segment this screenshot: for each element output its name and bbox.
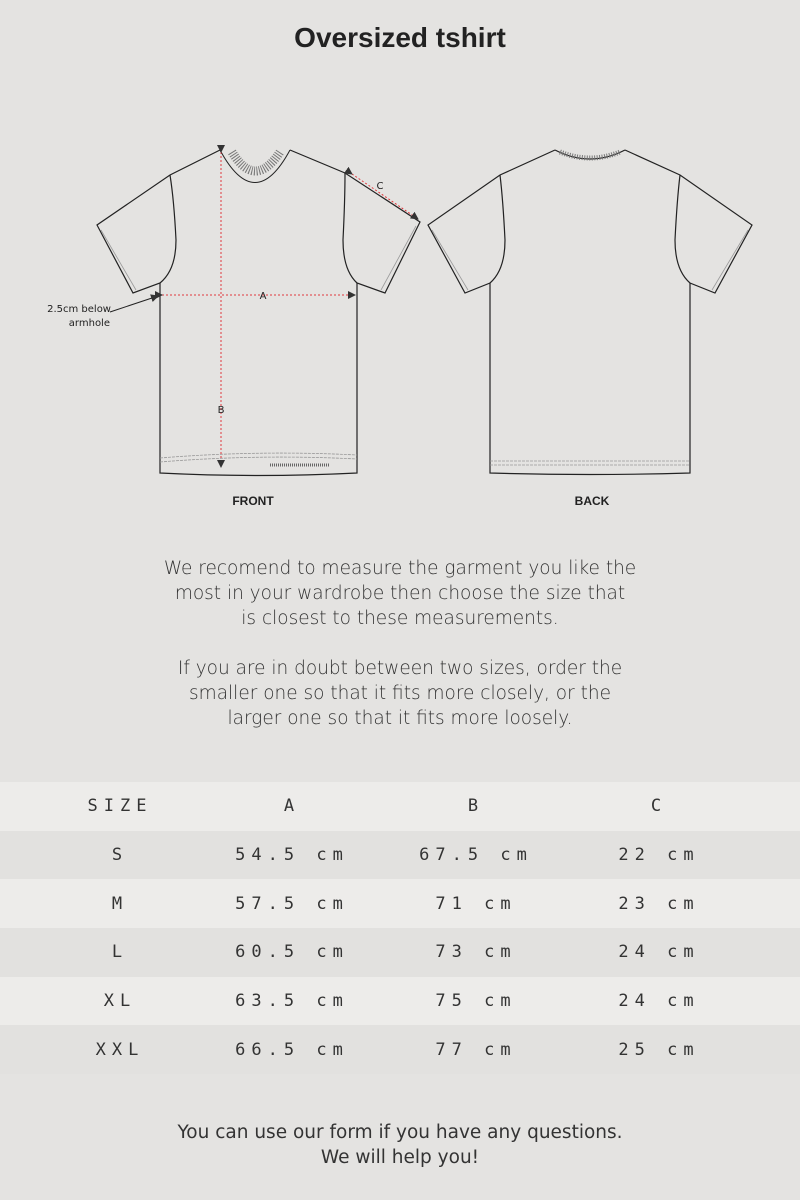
a-cell: 66.5 cm (235, 1039, 349, 1060)
table-row: XL 63.5 cm 75 cm 24 cm (0, 976, 800, 1026)
front-shirt (96, 149, 421, 477)
c-cell: 23 cm (618, 893, 700, 914)
note-line-2: armhole (69, 318, 110, 329)
intro-paragraph-2: If you are in doubt between two sizes, o… (0, 656, 800, 731)
table-row: M 57.5 cm 71 cm 23 cm (0, 879, 800, 929)
intro-line: smaller one so that it fits more closely… (189, 683, 611, 704)
intro-paragraph-1: We recomend to measure the garment you l… (0, 556, 800, 631)
intro-line: is closest to these measurements. (241, 608, 559, 629)
tshirt-diagram: A B C 2.5cm below armhole FRONT BACK (47, 145, 753, 508)
c-cell: 22 cm (618, 845, 700, 866)
label-a: A (260, 291, 267, 302)
c-cell: 24 cm (618, 991, 700, 1012)
b-cell: 75 cm (435, 991, 517, 1012)
footer-text: You can use our form if you have any que… (0, 1120, 800, 1170)
size-cell: L (111, 942, 129, 963)
a-cell: 60.5 cm (235, 942, 349, 963)
intro-line: We recomend to measure the garment you l… (163, 558, 637, 579)
table-row: S 54.5 cm 67.5 cm 22 cm (0, 830, 800, 880)
size-cell: S (111, 845, 129, 866)
a-cell: 54.5 cm (235, 845, 349, 866)
c-cell: 25 cm (618, 1039, 700, 1060)
a-cell: 57.5 cm (235, 893, 349, 914)
back-label: BACK (575, 494, 610, 508)
page-title: Oversized tshirt (294, 22, 506, 53)
header-c: C (650, 796, 668, 817)
size-table: SIZE A B C S 54.5 cm 67.5 cm 22 cm M 57.5 cm 7… (0, 782, 800, 1075)
header-b: B (467, 796, 485, 817)
back-shirt (427, 149, 753, 476)
a-cell: 63.5 cm (235, 991, 349, 1012)
intro-line: larger one so that it fits more loosely. (227, 708, 573, 729)
label-b: B (218, 405, 225, 416)
table-header: SIZE A B C (0, 782, 800, 831)
size-cell: M (111, 893, 129, 914)
table-row: L 60.5 cm 73 cm 24 cm (0, 928, 800, 977)
header-size: SIZE (87, 796, 153, 817)
intro-line: most in your wardrobe then choose the si… (174, 583, 626, 604)
size-cell: XXL (95, 1039, 145, 1060)
size-cell: XL (103, 991, 137, 1012)
footer-line: You can use our form if you have any que… (177, 1122, 623, 1143)
front-label: FRONT (232, 494, 274, 508)
note-line-1: 2.5cm below (47, 304, 111, 315)
table-row: XXL 66.5 cm 77 cm 25 cm (0, 1025, 800, 1075)
b-cell: 73 cm (435, 942, 517, 963)
b-cell: 71 cm (435, 893, 517, 914)
c-cell: 24 cm (618, 942, 700, 963)
header-a: A (283, 796, 301, 817)
footer-line: We will help you! (320, 1147, 480, 1168)
b-cell: 67.5 cm (419, 845, 533, 866)
intro-line: If you are in doubt between two sizes, o… (177, 658, 623, 679)
measurement-lines (155, 145, 419, 468)
b-cell: 77 cm (435, 1039, 517, 1060)
label-c: C (377, 181, 384, 192)
